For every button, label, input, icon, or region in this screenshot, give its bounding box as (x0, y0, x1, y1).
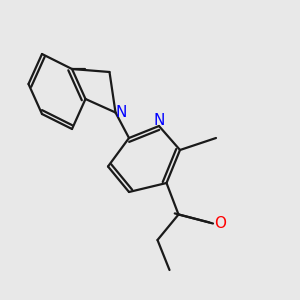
Text: N: N (115, 105, 127, 120)
Text: O: O (214, 216, 226, 231)
Text: N: N (153, 113, 165, 128)
